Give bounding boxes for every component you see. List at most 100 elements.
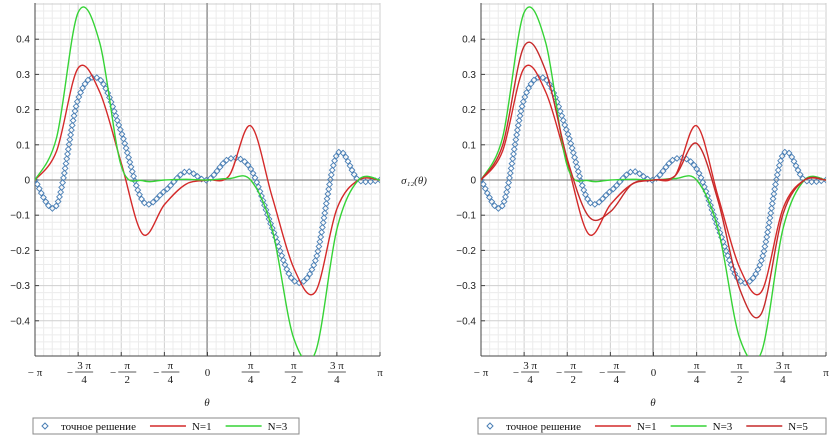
x-axis-label: θ xyxy=(204,397,210,409)
data-point xyxy=(314,247,322,255)
x-tick-sign: − xyxy=(474,367,483,379)
y-tick-label: −0.1 xyxy=(456,211,476,222)
data-point xyxy=(127,163,135,171)
data-point xyxy=(764,228,772,236)
data-point xyxy=(505,179,513,187)
x-tick-label: π 2− xyxy=(110,360,137,386)
data-point xyxy=(67,131,75,139)
data-point xyxy=(508,160,516,168)
x-tick-text: π xyxy=(823,367,829,379)
x-tick-label: 3 π 4− xyxy=(513,360,540,386)
x-tick-label: π 4− xyxy=(153,360,180,386)
data-point xyxy=(521,93,529,101)
x-tick-label: π 4− xyxy=(599,360,626,386)
legend-label: N=1 xyxy=(637,421,657,433)
data-point xyxy=(644,175,652,183)
data-point xyxy=(323,195,331,203)
data-point xyxy=(300,277,308,285)
x-tick-sign: − xyxy=(67,367,73,379)
data-point xyxy=(318,223,326,231)
data-point xyxy=(136,191,143,199)
x-tick-denominator: 2 xyxy=(737,374,743,386)
x-tick-numerator: 3 π xyxy=(776,360,790,372)
x-tick-text: 0 xyxy=(651,367,657,379)
data-point xyxy=(481,180,487,188)
data-point xyxy=(325,185,333,193)
series-line-n3 xyxy=(35,6,380,356)
data-point xyxy=(283,265,291,273)
data-point xyxy=(332,152,340,160)
data-point xyxy=(752,270,760,278)
data-point xyxy=(88,74,96,81)
x-tick-denominator: 2 xyxy=(125,374,131,386)
x-tick-label: π xyxy=(377,367,383,379)
data-point xyxy=(317,233,325,241)
x-tick-numerator: π xyxy=(248,360,254,372)
data-point xyxy=(281,261,289,269)
data-point xyxy=(514,121,522,129)
data-point xyxy=(348,166,356,174)
data-point xyxy=(287,274,295,282)
data-point xyxy=(59,179,67,187)
data-point xyxy=(746,277,754,285)
data-point xyxy=(241,158,249,166)
legend-item: точное решение xyxy=(486,421,581,433)
data-point xyxy=(507,164,515,172)
data-point xyxy=(67,126,75,134)
data-point xyxy=(247,165,255,173)
y-tick-label: −0.4 xyxy=(456,316,476,327)
data-point xyxy=(506,174,513,182)
x-tick-label: π xyxy=(823,367,829,379)
data-point xyxy=(313,252,321,260)
data-point xyxy=(792,162,800,170)
data-point xyxy=(251,174,259,182)
data-point xyxy=(778,152,786,160)
data-point xyxy=(662,163,670,171)
data-point xyxy=(693,165,701,173)
data-point xyxy=(84,76,92,84)
x-tick-label: 0 xyxy=(205,367,211,379)
data-point xyxy=(765,219,773,227)
x-tick-numerator: π xyxy=(694,360,700,372)
data-point xyxy=(757,257,765,265)
data-point xyxy=(237,155,244,163)
series-line-n5 xyxy=(481,41,826,319)
data-point xyxy=(790,157,798,165)
data-point xyxy=(149,198,157,206)
plot-area xyxy=(481,6,826,356)
y-tick-label: 0.4 xyxy=(16,35,30,46)
data-point xyxy=(619,174,627,182)
chart-panel-1: 0.40.30.20.10−0.1−0.2−0.3−0.4− π3 π4−π2−… xyxy=(10,3,383,435)
x-tick-label: − π xyxy=(474,367,489,379)
data-point xyxy=(125,154,133,161)
data-point xyxy=(60,169,68,177)
y-tick-label: −0.4 xyxy=(10,316,30,327)
x-tick-label: π2 xyxy=(284,360,303,386)
data-point xyxy=(775,161,783,169)
data-point xyxy=(216,163,224,171)
data-point xyxy=(308,266,316,274)
data-point xyxy=(62,160,70,168)
data-point xyxy=(502,193,509,201)
data-point xyxy=(763,233,771,241)
x-tick-label: − π xyxy=(28,367,43,379)
data-point xyxy=(546,80,554,88)
data-point xyxy=(504,183,512,191)
data-point xyxy=(71,107,79,115)
x-tick-numerator: 3 π xyxy=(77,360,91,372)
data-point xyxy=(488,198,496,206)
y-tick-label: −0.2 xyxy=(456,246,476,257)
data-point xyxy=(324,190,332,198)
data-point xyxy=(362,178,370,186)
data-point xyxy=(525,84,533,92)
x-axis-label: θ xyxy=(650,397,656,409)
data-point xyxy=(310,261,318,269)
x-tick-numerator: π xyxy=(614,360,620,372)
x-tick-text: − π xyxy=(28,367,43,379)
x-tick-denominator: 4 xyxy=(527,374,533,386)
data-point xyxy=(768,200,776,207)
legend-item: N=3 xyxy=(670,421,733,433)
x-tick-numerator: π xyxy=(124,360,130,372)
data-point xyxy=(762,238,770,246)
y-tick-label: 0.4 xyxy=(462,35,476,46)
